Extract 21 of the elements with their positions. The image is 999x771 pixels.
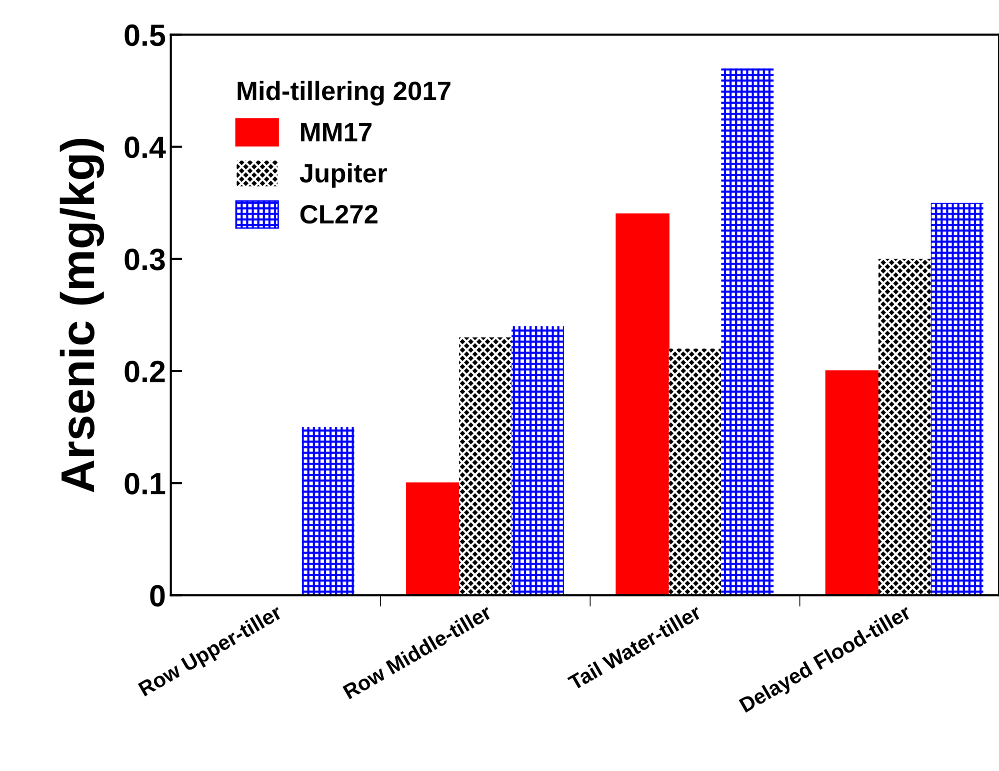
- bar: [878, 258, 931, 596]
- y-tick-label: 0: [150, 584, 165, 607]
- bar: [668, 348, 722, 596]
- y-tick-label: 0.1: [124, 472, 166, 494]
- legend-label: Jupiter: [300, 163, 387, 188]
- y-tick-label: 0.5: [124, 24, 166, 46]
- bar: [930, 202, 984, 596]
- legend-label: MM17: [301, 123, 372, 142]
- y-tick-label: 0.2: [124, 360, 165, 382]
- bar: [406, 482, 460, 596]
- y-tick-label: 0.3: [124, 248, 165, 270]
- bar: [512, 326, 564, 596]
- bar: [825, 370, 880, 596]
- y-tick-label: 0.4: [124, 136, 166, 158]
- bar: [302, 427, 354, 596]
- legend-title: Mid-tillering 2017: [238, 80, 450, 106]
- y-axis-title: Arsenic (mg/kg): [60, 138, 104, 492]
- legend-label: CL272: [300, 204, 378, 224]
- bar: [721, 68, 774, 596]
- bar: [459, 337, 512, 596]
- bar: [616, 213, 670, 596]
